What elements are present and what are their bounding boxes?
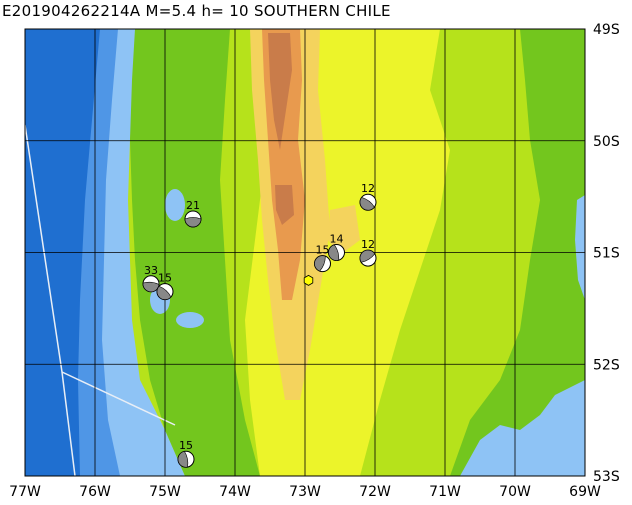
longitude-label: 71W — [429, 484, 461, 500]
event-label: 33 — [144, 264, 158, 277]
focal-mechanism-beachball[interactable]: 33 — [142, 264, 160, 293]
map-title: E201904262214A M=5.4 h= 10 SOUTHERN CHIL… — [2, 2, 391, 20]
event-label: 21 — [186, 199, 200, 212]
high-patch — [328, 205, 360, 255]
longitude-label: 69W — [569, 484, 601, 500]
longitude-label: 77W — [9, 484, 41, 500]
graticule — [25, 29, 585, 476]
longitude-label: 73W — [289, 484, 321, 500]
latitude-label: 50S — [593, 134, 620, 150]
event-label: 15 — [179, 439, 193, 452]
latitude-label: 49S — [593, 22, 620, 38]
mountain-peak — [268, 33, 292, 150]
epicenter-hexagon[interactable] — [303, 274, 314, 286]
event-label: 12 — [361, 182, 375, 195]
island — [176, 312, 204, 328]
map-frame — [24, 28, 586, 477]
fracture-zone — [61, 371, 176, 426]
latitude-label: 53S — [593, 469, 620, 485]
focal-mechanism-beachball[interactable]: 14 — [328, 233, 345, 261]
latitude-label: 52S — [593, 357, 620, 373]
longitude-label: 70W — [499, 484, 531, 500]
latitude-labels: 49S 50S 51S 52S 53S — [593, 22, 620, 485]
latitude-label: 51S — [593, 246, 620, 262]
focal-mechanism-beachball[interactable]: 12 — [359, 182, 377, 211]
event-label: 14 — [330, 233, 344, 246]
longitude-label: 75W — [149, 484, 181, 500]
mountain-peak — [275, 185, 294, 225]
event-label: 15 — [316, 244, 330, 257]
focal-mechanism-beachball[interactable]: 15 — [156, 272, 174, 301]
focal-mechanism-beachball[interactable]: 12 — [359, 238, 377, 267]
lake-se — [460, 380, 585, 476]
epicenter-marker — [303, 274, 314, 286]
longitude-labels: 77W 76W 75W 74W 73W 72W 71W 70W 69W — [9, 484, 601, 500]
ocean-east — [575, 195, 585, 300]
island — [165, 189, 185, 221]
longitude-label: 72W — [359, 484, 391, 500]
event-label: 15 — [158, 272, 172, 285]
event-label: 12 — [361, 238, 375, 251]
longitude-label: 76W — [79, 484, 111, 500]
focal-mechanism-beachball[interactable]: 15 — [314, 244, 331, 273]
focal-mechanism-beachball[interactable]: 15 — [177, 439, 195, 468]
longitude-label: 74W — [219, 484, 251, 500]
focal-mechanism-beachball[interactable]: 21 — [184, 199, 202, 228]
